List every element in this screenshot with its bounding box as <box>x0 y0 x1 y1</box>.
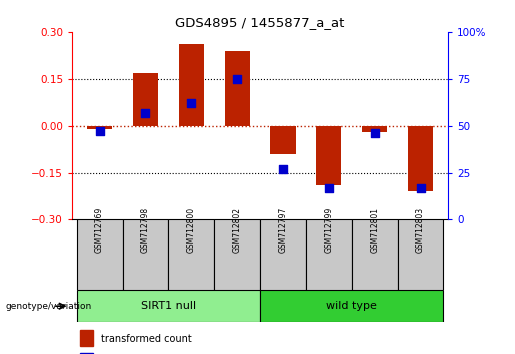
Text: GSM712801: GSM712801 <box>370 207 379 253</box>
Bar <box>352 219 398 290</box>
Bar <box>123 219 168 290</box>
Point <box>279 166 287 172</box>
Text: GSM712798: GSM712798 <box>141 207 150 253</box>
Point <box>141 110 149 115</box>
Text: GSM712799: GSM712799 <box>324 207 333 253</box>
Bar <box>77 219 123 290</box>
Bar <box>225 51 250 126</box>
Point <box>417 185 425 190</box>
Text: GSM712803: GSM712803 <box>416 207 425 253</box>
Bar <box>260 219 306 290</box>
Bar <box>316 126 341 185</box>
Bar <box>408 126 433 191</box>
Point <box>187 100 195 106</box>
Bar <box>77 290 260 322</box>
Bar <box>270 126 296 154</box>
Point <box>95 129 104 134</box>
Bar <box>306 219 352 290</box>
Bar <box>168 219 214 290</box>
Bar <box>133 73 158 126</box>
Title: GDS4895 / 1455877_a_at: GDS4895 / 1455877_a_at <box>176 16 345 29</box>
Text: GSM712797: GSM712797 <box>279 207 287 253</box>
Bar <box>362 126 387 132</box>
Text: GSM712802: GSM712802 <box>233 207 242 253</box>
Bar <box>214 219 260 290</box>
Bar <box>398 219 443 290</box>
Point <box>325 185 333 190</box>
Text: SIRT1 null: SIRT1 null <box>141 301 196 311</box>
Point <box>233 76 241 82</box>
Bar <box>260 290 443 322</box>
Bar <box>80 330 93 346</box>
Text: GSM712769: GSM712769 <box>95 207 104 253</box>
Bar <box>87 126 112 129</box>
Text: GSM712800: GSM712800 <box>187 207 196 253</box>
Bar <box>179 44 204 126</box>
Text: wild type: wild type <box>327 301 377 311</box>
Text: transformed count: transformed count <box>100 333 192 344</box>
Bar <box>80 353 93 354</box>
Point <box>371 130 379 136</box>
Text: genotype/variation: genotype/variation <box>5 302 91 311</box>
